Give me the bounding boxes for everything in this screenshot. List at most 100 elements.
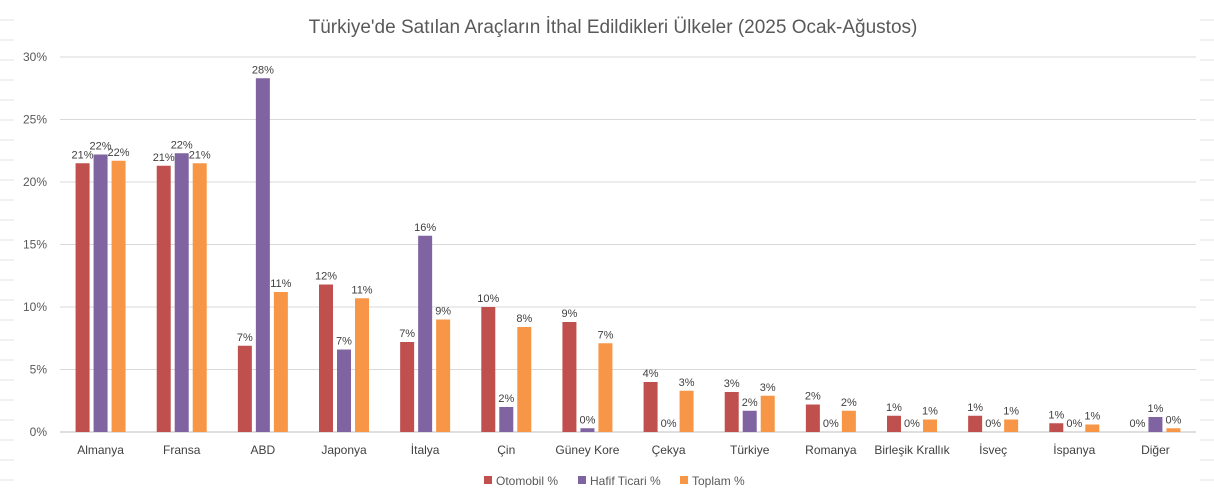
data-label: 21% xyxy=(189,149,211,161)
bar xyxy=(805,404,820,432)
data-label: 1% xyxy=(967,402,983,414)
x-category-label: Türkiye xyxy=(730,443,770,457)
bar xyxy=(968,415,983,432)
data-label: 9% xyxy=(561,308,577,320)
y-tick-label: 20% xyxy=(23,175,47,189)
y-tick-label: 5% xyxy=(30,363,48,377)
bar xyxy=(499,407,514,432)
bar xyxy=(598,343,613,432)
data-label: 16% xyxy=(414,222,436,234)
chart-title: Türkiye'de Satılan Araçların İthal Edild… xyxy=(309,17,918,38)
x-category-label: Diğer xyxy=(1141,443,1170,457)
bar xyxy=(192,163,207,432)
data-label: 2% xyxy=(498,393,514,405)
bar xyxy=(760,395,775,432)
data-label: 3% xyxy=(760,382,776,394)
bar xyxy=(174,153,189,432)
data-label: 1% xyxy=(1003,406,1019,418)
legend: Otomobil % Hafif Ticari % Toplam % xyxy=(484,474,745,488)
bars: 21%22%22% 21%22%21%7%28%11%12%7%11%7%16%9… xyxy=(72,64,1182,432)
bar xyxy=(1166,428,1181,432)
data-label: 0% xyxy=(985,418,1001,430)
data-label: 1% xyxy=(1147,403,1163,415)
data-label: 2% xyxy=(841,397,857,409)
data-label: 4% xyxy=(643,368,659,380)
data-label: 7% xyxy=(237,332,253,344)
data-label: 1% xyxy=(1048,409,1064,421)
bar xyxy=(679,390,694,432)
bar xyxy=(418,235,433,432)
bar xyxy=(75,163,90,432)
y-tick-label: 25% xyxy=(23,113,47,127)
data-label: 1% xyxy=(886,402,902,414)
bar xyxy=(580,428,595,432)
x-category-label: Çekya xyxy=(652,443,686,457)
chart-gridlines xyxy=(60,56,1196,433)
data-label: 12% xyxy=(315,271,337,283)
bar xyxy=(400,342,415,432)
bar xyxy=(93,154,108,432)
x-category-label: Almanya xyxy=(77,443,124,457)
bar xyxy=(1004,419,1019,432)
data-label: 21% xyxy=(72,149,94,161)
bar xyxy=(237,345,252,432)
data-label: 22% xyxy=(171,139,193,151)
bar xyxy=(841,410,856,432)
data-label: 9% xyxy=(435,306,451,318)
y-tick-label: 15% xyxy=(23,238,47,252)
bar xyxy=(887,415,901,432)
spreadsheet-grid-background xyxy=(0,19,1214,481)
bar xyxy=(481,307,496,432)
x-category-label: Çin xyxy=(497,443,515,457)
x-category-label: Birleşik Krallık xyxy=(874,443,950,457)
legend-swatch xyxy=(484,476,492,484)
data-label: 22% xyxy=(90,141,112,153)
x-category-label: Fransa xyxy=(163,443,201,457)
data-label: 7% xyxy=(399,328,415,340)
legend-swatch xyxy=(578,476,586,484)
x-category-label: Romanya xyxy=(805,443,857,457)
bar xyxy=(1148,417,1163,432)
y-axis: 0% 5% 10% 15% 20% 25% 30% xyxy=(23,50,47,439)
bar xyxy=(273,292,288,432)
x-axis: Almanya Fransa ABD Japonya İtalya Çin Güney Ko… xyxy=(77,443,1170,457)
legend-swatch xyxy=(680,476,688,484)
data-label: 1% xyxy=(1084,411,1100,423)
x-category-label: İtalya xyxy=(411,443,440,457)
bar xyxy=(1085,424,1100,432)
x-category-label: Güney Kore xyxy=(555,443,619,457)
data-label: 3% xyxy=(724,378,740,390)
data-label: 0% xyxy=(1129,418,1145,430)
data-label: 0% xyxy=(823,418,839,430)
y-tick-label: 10% xyxy=(23,300,47,314)
data-label: 0% xyxy=(661,418,677,430)
data-label: 22% xyxy=(108,147,130,159)
bar xyxy=(562,322,577,432)
data-label: 3% xyxy=(679,377,695,389)
data-label: 7% xyxy=(336,336,352,348)
bar xyxy=(355,298,369,432)
bar xyxy=(255,78,270,432)
legend-label: Otomobil % xyxy=(496,474,558,488)
data-label: 2% xyxy=(742,397,758,409)
bar xyxy=(319,284,333,432)
x-category-label: Japonya xyxy=(321,443,367,457)
bar xyxy=(742,410,757,432)
bar xyxy=(156,165,171,432)
data-label: 0% xyxy=(1165,414,1181,426)
data-label: 10% xyxy=(477,293,499,305)
data-label: 2% xyxy=(805,391,821,403)
x-category-label: ABD xyxy=(251,443,276,457)
bar xyxy=(724,392,739,432)
data-label: 7% xyxy=(597,329,613,341)
y-tick-label: 0% xyxy=(30,425,48,439)
bar xyxy=(517,327,532,432)
bar xyxy=(1049,423,1064,432)
data-label: 11% xyxy=(270,278,291,290)
data-label: 28% xyxy=(252,64,274,76)
data-label: 0% xyxy=(904,418,920,430)
data-label: 8% xyxy=(516,313,532,325)
x-category-label: İspanya xyxy=(1053,443,1095,457)
legend-label: Toplam % xyxy=(692,474,745,488)
